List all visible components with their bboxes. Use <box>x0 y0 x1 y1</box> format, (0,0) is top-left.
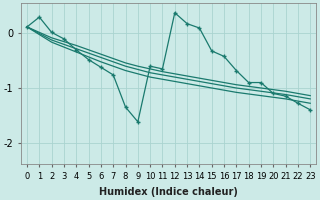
X-axis label: Humidex (Indice chaleur): Humidex (Indice chaleur) <box>99 187 238 197</box>
